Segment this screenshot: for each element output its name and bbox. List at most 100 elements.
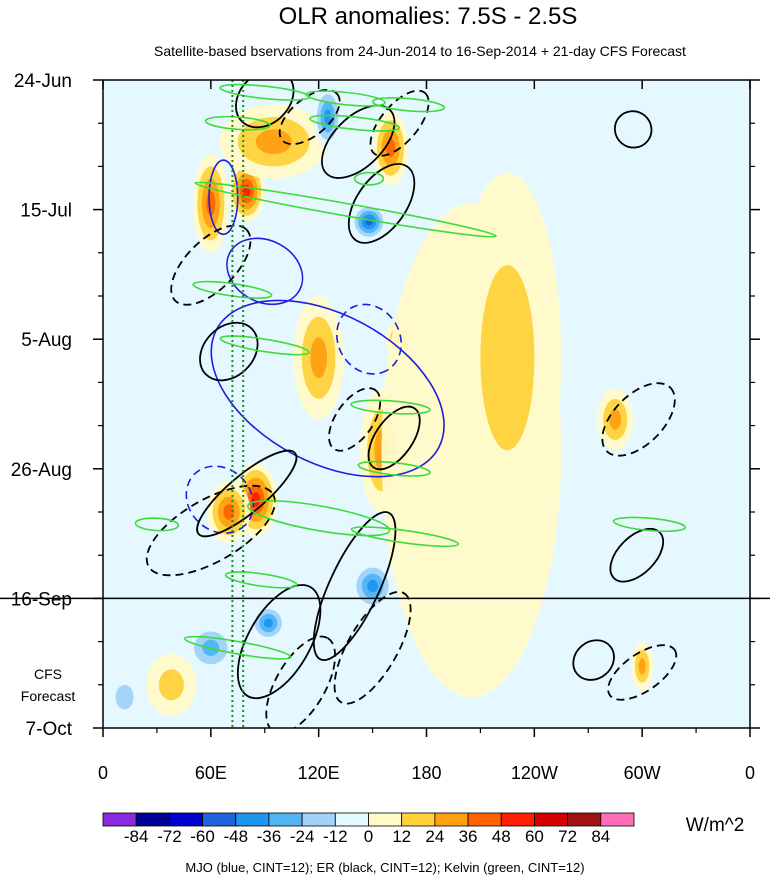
kelvin-contour-2 (371, 96, 446, 113)
heat-cell-17-1 (115, 684, 134, 710)
colorbar-label-12: 60 (525, 827, 544, 846)
heat-cell-14-2 (310, 337, 328, 379)
colorbar-label-3: -48 (223, 827, 248, 846)
er-contour-19 (607, 644, 678, 701)
y-tick-label-2: 5-Aug (21, 330, 72, 351)
chart-subtitle: Satellite-based bservations from 24-Jun-… (154, 43, 686, 59)
kelvin-contour-1 (305, 90, 386, 107)
mjo-contour-0 (208, 159, 239, 236)
kelvin-contour-15 (183, 635, 292, 660)
colorbar-box-4 (235, 812, 270, 827)
kelvin-contour-9 (350, 399, 431, 415)
y-tick-label-4: 16-Sep (11, 589, 72, 610)
colorbar-label-1: -72 (157, 827, 182, 846)
forecast-label-line1: CFS (34, 666, 62, 682)
colorbar-label-14: 84 (591, 827, 610, 846)
x-tick-label-1: 60E (195, 763, 227, 783)
x-tick-label-6: 0 (745, 763, 755, 783)
colorbar-label-9: 24 (425, 827, 444, 846)
x-tick-label-0: 0 (98, 763, 108, 783)
kelvin-contour-14 (224, 571, 298, 589)
contour-layer (134, 80, 686, 728)
colorbar-label-5: -24 (290, 827, 315, 846)
plot-area (103, 80, 750, 728)
heat-cell-7-3 (324, 109, 332, 125)
kelvin-contour-10 (357, 460, 431, 477)
er-contour-16 (601, 382, 676, 457)
er-contour-6 (199, 321, 259, 382)
er-contour-0 (235, 80, 295, 129)
kelvin-contour-6 (194, 181, 497, 238)
er-contour-17 (609, 527, 665, 583)
heat-cell-16-1 (158, 669, 184, 701)
heat-cell-19-1 (480, 265, 535, 451)
colorbar-box-3 (202, 812, 237, 827)
heat-cell-13-2 (638, 658, 646, 675)
y-tick-label-3: 26-Aug (11, 460, 72, 481)
er-contour-1 (278, 89, 341, 146)
er-contour-3 (369, 89, 430, 157)
y-tick-label-5: 7-Oct (26, 719, 73, 740)
kelvin-contour-8 (219, 335, 310, 356)
kelvin-contour-3 (309, 114, 401, 132)
colorbar-label-11: 48 (492, 827, 511, 846)
er-contour-5 (170, 224, 252, 306)
colorbar-box-12 (500, 812, 535, 827)
er-contour-2 (321, 104, 396, 179)
er-contour-8 (328, 387, 382, 452)
colorbar-box-1 (135, 812, 170, 827)
colorbar-label-13: 72 (558, 827, 577, 846)
colorbar-box-14 (567, 812, 602, 827)
er-contour-11 (236, 584, 322, 700)
reference-lines (231, 80, 245, 728)
colorbar-box-15 (600, 812, 635, 827)
er-contour-4 (347, 163, 416, 244)
kelvin-contour-13 (134, 517, 180, 532)
er-contour-18 (572, 639, 615, 681)
chart-title: OLR anomalies: 7.5S - 2.5S (279, 3, 578, 30)
heat-cell-12-2 (609, 409, 622, 430)
kelvin-contour-5 (353, 171, 385, 186)
er-contour-7 (367, 405, 421, 471)
colorbar-label-0: -84 (124, 827, 149, 846)
colorbar-box-7 (334, 812, 369, 827)
y-tick-label-1: 15-Jul (20, 201, 72, 222)
y-tick-label-0: 24-Jun (14, 71, 72, 92)
colorbar-box-9 (401, 812, 436, 827)
er-contour-12 (312, 511, 397, 661)
kelvin-contour-4 (204, 115, 271, 131)
colorbar-box-6 (301, 812, 336, 827)
colorbar-box-8 (368, 812, 403, 827)
x-tick-label-4: 120W (511, 763, 558, 783)
colorbar-label-2: -60 (190, 827, 215, 846)
colorbar-label-8: 12 (392, 827, 411, 846)
contour-legend: MJO (blue, CINT=12); ER (black, CINT=12)… (185, 860, 584, 875)
kelvin-contour-11 (247, 499, 391, 537)
forecast-label-line2: Forecast (21, 688, 76, 704)
colorbar: -84 -72 -60 -48 -36 -24 -12 0 12 24 36 48 60 72 84 (102, 812, 635, 846)
er-contour-10 (145, 484, 276, 577)
heat-cell-9-3 (367, 579, 378, 593)
colorbar-box-0 (102, 812, 137, 827)
mjo-contour-4 (185, 465, 255, 534)
heat-cell-2-2 (255, 129, 292, 155)
colorbar-box-10 (434, 812, 469, 827)
er-contour-15 (613, 110, 653, 149)
x-tick-label-5: 60W (624, 763, 661, 783)
kelvin-contour-16 (612, 516, 686, 533)
colorbar-label-10: 36 (459, 827, 478, 846)
colorbar-box-13 (534, 812, 569, 827)
colorbar-label-6: -12 (323, 827, 348, 846)
colorbar-box-5 (268, 812, 303, 827)
kelvin-contour-12 (350, 526, 460, 548)
er-contour-14 (333, 591, 412, 705)
x-axis: 0 60E 120E 180 120W 60W 0 (98, 80, 755, 783)
colorbar-label-4: -36 (257, 827, 282, 846)
mjo-contour-2 (335, 303, 402, 375)
colorbar-box-11 (467, 812, 502, 827)
colorbar-unit: W/m^2 (686, 815, 745, 836)
x-tick-label-3: 180 (411, 763, 441, 783)
colorbar-label-7: 0 (364, 827, 373, 846)
y-axis: 24-Jun 15-Jul 5-Aug 26-Aug 16-Sep 7-Oct (11, 71, 760, 740)
